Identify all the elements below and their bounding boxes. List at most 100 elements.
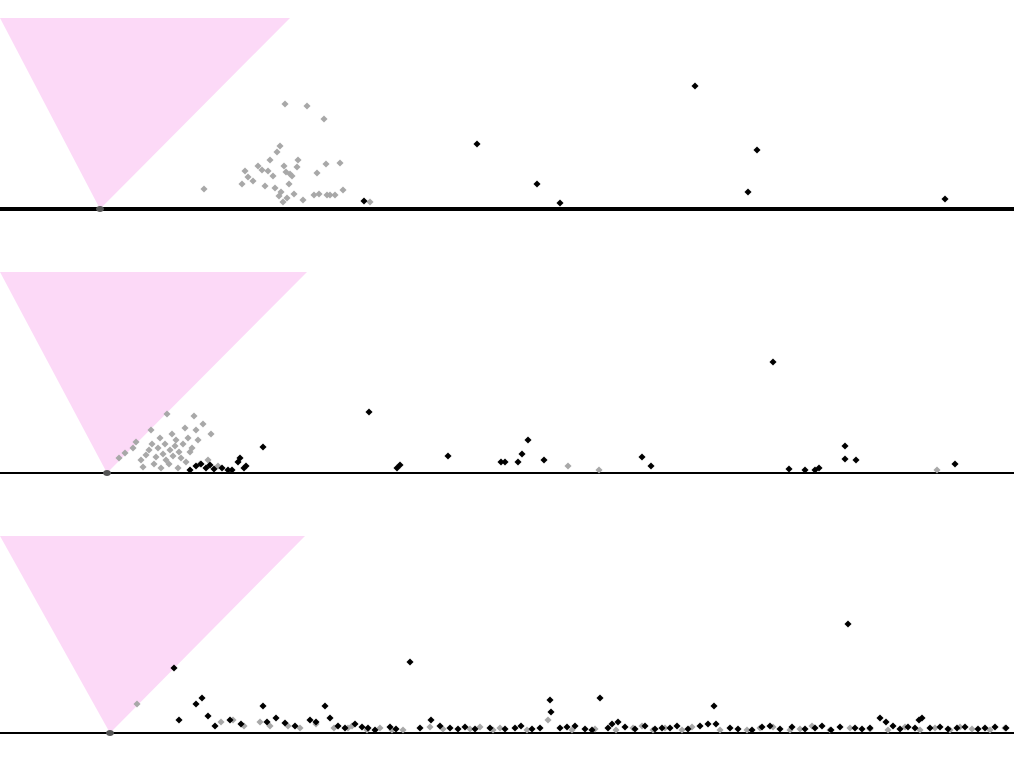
data-point [926,724,934,732]
data-point [631,725,639,733]
data-point [150,460,158,468]
data-point [473,140,481,148]
data-point [844,620,852,628]
data-point [217,718,225,726]
data-point [312,718,320,726]
cone-region [0,272,307,473]
data-point [796,725,804,733]
data-point [846,724,854,732]
data-point [991,723,999,731]
data-point [320,115,328,123]
data-point [678,726,686,734]
data-point [254,162,262,170]
data-point [518,450,526,458]
data-point [170,664,178,672]
data-point [454,725,462,733]
data-point [444,452,452,460]
data-point [198,694,206,702]
data-point [273,148,281,156]
data-point [244,173,252,181]
data-point [904,723,912,731]
data-point [142,451,150,459]
data-point [148,440,156,448]
data-point [931,724,939,732]
data-point [581,725,589,733]
data-point [595,466,603,474]
data-point [641,722,649,730]
data-point [564,462,572,470]
data-point [242,462,250,470]
data-point [918,714,926,722]
data-point [776,725,784,733]
data-point [571,722,579,730]
data-point [129,444,137,452]
data-point [204,712,212,720]
data-point [147,426,155,434]
data-point [712,720,720,728]
cone-vertex-point [103,470,111,476]
data-point [974,725,982,733]
data-point [614,718,622,726]
data-point [263,718,271,726]
data-point [169,452,177,460]
data-point [896,725,904,733]
data-point [177,454,185,462]
data-point [801,725,809,733]
data-point [241,167,249,175]
data-point [511,724,519,732]
data-point [291,722,299,730]
data-point [596,694,604,702]
data-point [341,724,349,732]
data-point [321,702,329,710]
data-point [152,453,160,461]
data-point [981,724,989,732]
data-point [224,466,232,474]
data-point [306,716,314,724]
data-point [933,466,941,474]
data-point [197,460,205,468]
data-point [533,180,541,188]
data-point [322,160,330,168]
data-point [758,723,766,731]
data-point [753,146,761,154]
data-point [528,725,536,733]
data-point [207,430,215,438]
data-point [115,454,123,462]
data-point [365,408,373,416]
data-point [496,724,504,732]
data-point [769,358,777,366]
data-point [211,722,219,730]
data-point [540,456,548,464]
data-point [523,726,531,734]
data-point [726,724,734,732]
data-point [236,454,244,462]
data-point [315,190,323,198]
data-point [226,716,234,724]
data-point [544,716,552,724]
data-point [866,724,874,732]
data-point [953,724,961,732]
data-point [486,724,494,732]
data-point [154,444,162,452]
data-point [563,723,571,731]
data-point [228,466,236,474]
data-point [210,465,218,473]
data-point [272,714,280,722]
data-point [366,198,374,206]
data-point [716,726,724,734]
data-point [266,156,274,164]
data-point [200,185,208,193]
data-point [696,722,704,730]
panel-top [0,18,1014,212]
data-point [546,696,554,704]
data-point [280,162,288,170]
data-point [351,720,359,728]
data-point [172,436,180,444]
data-point [163,410,171,418]
data-point [238,180,246,188]
data-point [841,455,849,463]
data-point [171,442,179,450]
data-point [303,102,311,110]
data-point [279,198,287,206]
